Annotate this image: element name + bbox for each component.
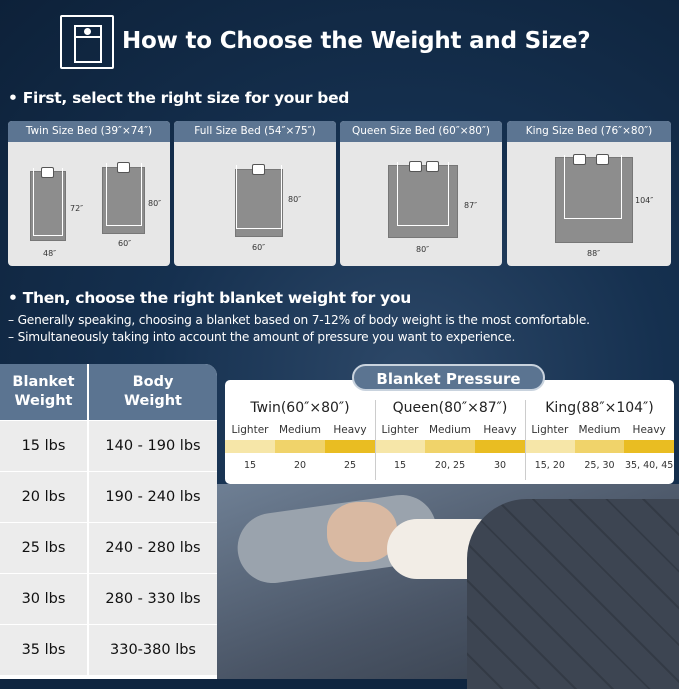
bed-graphic	[102, 162, 145, 234]
level-bar	[574, 440, 625, 453]
step2-line: – Simultaneously taking into account the…	[8, 330, 516, 344]
level-label: Lighter	[531, 424, 569, 436]
body-weight-cell: 280 - 330 lbs	[89, 574, 217, 624]
blanket-weight-cell: 25 lbs	[0, 523, 87, 573]
dim-height: 87″	[464, 201, 478, 210]
level-label: Lighter	[381, 424, 419, 436]
bed-icon	[60, 15, 114, 69]
group-title: King(88″×104″)	[545, 400, 654, 416]
divider	[525, 400, 526, 480]
weight-value: 35, 40, 45	[624, 460, 674, 471]
level-bar	[525, 440, 575, 453]
bed-panel-king[interactable]: King Size Bed (76″×80″) 104″ 88″	[507, 121, 671, 266]
level-bar	[425, 440, 475, 453]
bed-graphic	[555, 154, 633, 243]
pressure-group: Queen(80″×87″) Lighter 15 Medium 20, 25 Hea…	[375, 380, 525, 484]
dim-height: 80″	[148, 199, 162, 208]
body-weight-cell: 190 - 240 lbs	[89, 472, 217, 522]
level-label: Medium	[429, 424, 471, 436]
page-title: How to Choose the Weight and Size?	[122, 28, 591, 54]
bed-panel-full[interactable]: Full Size Bed (54″×75″) 80″ 60″	[174, 121, 336, 266]
weight-value: 25, 30	[584, 460, 615, 471]
level-label: Heavy	[483, 424, 517, 436]
body-weight-cell: 140 - 190 lbs	[89, 421, 217, 471]
bed-graphic	[30, 167, 66, 241]
weight-table: Blanket Weight Body Weight 15 lbs 140 - 19…	[0, 364, 217, 679]
blanket-weight-cell: 30 lbs	[0, 574, 87, 624]
dim-height: 80″	[288, 195, 302, 204]
weight-value: 20	[293, 460, 307, 471]
pressure-title: Blanket Pressure	[352, 364, 545, 391]
dim-width: 80″	[416, 245, 430, 254]
step2-line: – Generally speaking, choosing a blanket…	[8, 313, 590, 327]
dim-width: 88″	[587, 249, 601, 258]
dim-width: 60″	[252, 243, 266, 252]
step1-heading: • First, select the right size for your …	[8, 89, 350, 107]
column-header: Body Weight	[89, 364, 217, 420]
column-header: Blanket Weight	[0, 364, 87, 420]
level-bar	[475, 440, 525, 453]
body-weight-cell: 240 - 280 lbs	[89, 523, 217, 573]
bed-graphic	[235, 164, 283, 237]
dim-width: 48″	[43, 249, 57, 258]
blanket-weight-cell: 15 lbs	[0, 421, 87, 471]
weight-value: 20, 25	[434, 460, 466, 471]
weight-value: 15, 20	[534, 460, 565, 471]
weight-value: 15	[393, 460, 407, 471]
level-label: Medium	[578, 424, 621, 436]
level-label: Lighter	[231, 424, 269, 436]
blanket-weight-cell: 20 lbs	[0, 472, 87, 522]
pressure-group: Twin(60″×80″) Lighter 15 Medium 20 Heavy 25	[225, 380, 375, 484]
weight-value: 30	[493, 460, 507, 471]
weight-value: 25	[343, 460, 357, 471]
bed-panel-twin[interactable]: Twin Size Bed (39″×74″) 72″ 48″ 80″ 60″	[8, 121, 170, 266]
blanket-weight-cell: 35 lbs	[0, 625, 87, 675]
level-bar	[275, 440, 325, 453]
bed-panel-queen[interactable]: Queen Size Bed (60″×80″) 87″ 80″	[340, 121, 502, 266]
body-weight-cell: 330-380 lbs	[89, 625, 217, 675]
bed-panel-title: Full Size Bed (54″×75″)	[174, 121, 336, 142]
dim-height: 104″	[635, 196, 654, 205]
divider	[375, 400, 376, 480]
level-bar	[624, 440, 674, 453]
bed-panel-title: King Size Bed (76″×80″)	[507, 121, 671, 142]
bed-frame	[74, 25, 102, 63]
level-bar	[375, 440, 425, 453]
dim-height: 72″	[70, 204, 84, 213]
weight-value: 15	[243, 460, 257, 471]
dim-width: 60″	[118, 239, 132, 248]
level-label: Heavy	[632, 424, 666, 436]
bed-panel-title: Twin Size Bed (39″×74″)	[8, 121, 170, 142]
pressure-group: King(88″×104″) Lighter 15, 20 Medium 25, 3…	[525, 380, 674, 484]
level-label: Heavy	[333, 424, 367, 436]
blanket-shape	[467, 499, 679, 689]
level-bar	[225, 440, 275, 453]
level-bar	[325, 440, 375, 453]
step2-heading: • Then, choose the right blanket weight …	[8, 289, 411, 307]
face-shape	[327, 502, 397, 562]
group-title: Queen(80″×87″)	[392, 400, 508, 416]
bed-panel-title: Queen Size Bed (60″×80″)	[340, 121, 502, 142]
level-label: Medium	[279, 424, 321, 436]
bed-graphic	[388, 161, 458, 238]
group-title: Twin(60″×80″)	[250, 400, 350, 416]
sleeping-woman-photo	[217, 484, 679, 689]
sleeper-head	[84, 28, 91, 35]
pressure-card: Twin(60″×80″) Lighter 15 Medium 20 Heavy 25…	[225, 380, 674, 484]
